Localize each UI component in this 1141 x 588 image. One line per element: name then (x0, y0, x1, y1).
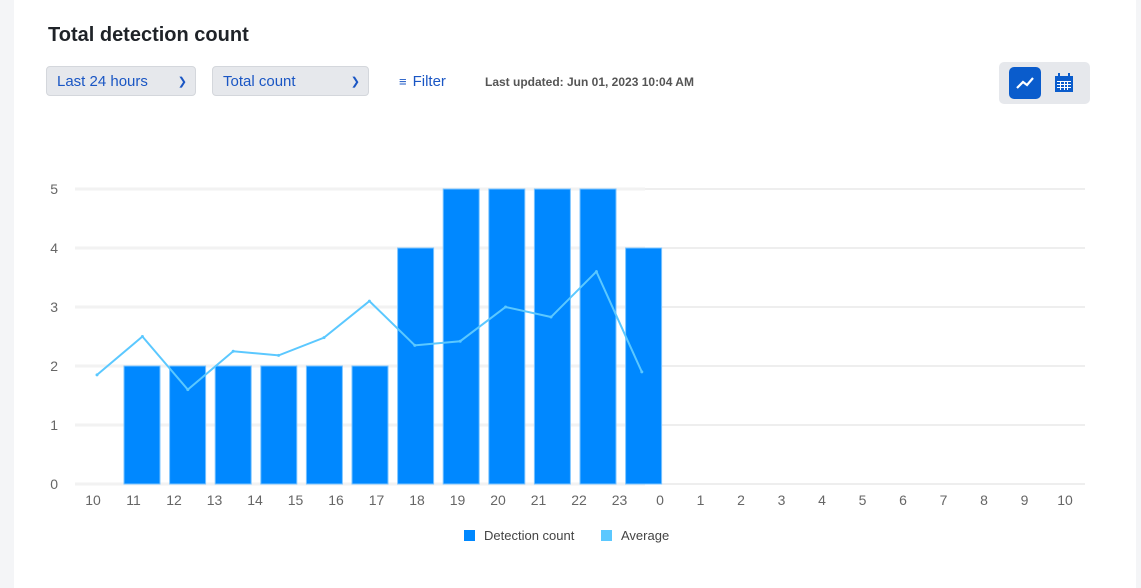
bar-21 (579, 188, 617, 485)
time-range-select[interactable]: Last 24 hours ❯ (46, 66, 196, 96)
x-tick-label: 19 (450, 492, 466, 508)
legend-label: Average (621, 528, 670, 543)
legend-detection-count[interactable]: Detection count (464, 528, 574, 543)
chevron-down-icon: ❯ (177, 76, 187, 88)
bar-17 (397, 247, 435, 485)
x-tick-label: 10 (85, 492, 101, 508)
legend-average[interactable]: Average (601, 528, 669, 543)
x-tick-label: 3 (778, 492, 786, 508)
x-tick-label: 13 (207, 492, 223, 508)
bar-13 (214, 365, 252, 485)
trend-line-icon (1016, 77, 1034, 89)
average-point (367, 299, 371, 303)
average-point (186, 388, 190, 392)
bar-20 (533, 188, 571, 485)
x-tick-label: 23 (612, 492, 628, 508)
line-view-button[interactable] (1009, 67, 1041, 99)
bar-16 (351, 365, 389, 485)
y-tick-label: 1 (50, 417, 58, 433)
page-title: Total detection count (48, 24, 249, 46)
x-tick-label: 15 (288, 492, 304, 508)
filter-icon: ≡ (399, 74, 407, 89)
bar-19 (488, 188, 526, 485)
legend-swatch (464, 530, 475, 541)
x-tick-label: 17 (369, 492, 385, 508)
x-tick-label: 21 (531, 492, 547, 508)
metric-select[interactable]: Total count ❯ (212, 66, 369, 96)
average-point (458, 339, 462, 343)
legend-label: Detection count (484, 528, 575, 543)
bar-11 (123, 365, 161, 485)
metric-value: Total count (223, 73, 296, 90)
time-range-value: Last 24 hours (57, 73, 148, 90)
x-tick-label: 22 (571, 492, 587, 508)
filter-label: Filter (412, 73, 446, 90)
y-tick-label: 2 (50, 358, 58, 374)
y-tick-label: 0 (50, 476, 58, 492)
x-tick-label: 16 (328, 492, 344, 508)
chevron-down-icon: ❯ (350, 76, 360, 88)
bar-15 (305, 365, 343, 485)
average-point (413, 343, 417, 347)
average-point (322, 336, 326, 340)
view-toggle (999, 62, 1090, 104)
average-point (594, 270, 598, 274)
average-point (504, 305, 508, 309)
x-tick-label: 2 (737, 492, 745, 508)
calendar-icon (1055, 73, 1073, 92)
average-point (140, 335, 144, 338)
x-tick-label: 0 (656, 492, 664, 508)
x-tick-label: 12 (166, 492, 182, 508)
x-tick-label: 7 (940, 492, 948, 508)
x-tick-label: 11 (126, 492, 141, 508)
bar-22 (625, 247, 663, 485)
average-point (231, 349, 235, 353)
y-tick-label: 3 (50, 299, 58, 315)
average-point (549, 315, 553, 319)
y-tick-label: 5 (50, 181, 58, 197)
x-tick-label: 14 (247, 492, 263, 508)
average-point (277, 353, 281, 357)
filter-button[interactable]: ≡ Filter (399, 73, 446, 90)
average-point (95, 373, 99, 377)
bar-14 (260, 365, 298, 485)
x-tick-label: 8 (980, 492, 988, 508)
x-tick-label: 18 (409, 492, 425, 508)
legend-swatch (601, 530, 612, 541)
calendar-view-button[interactable] (1048, 67, 1080, 99)
x-tick-label: 9 (1021, 492, 1029, 508)
x-tick-label: 6 (899, 492, 907, 508)
x-tick-label: 5 (859, 492, 867, 508)
x-tick-label: 20 (490, 492, 506, 508)
x-tick-label: 4 (818, 492, 826, 508)
y-tick-label: 4 (50, 240, 58, 256)
last-updated: Last updated: Jun 01, 2023 10:04 AM (485, 75, 694, 89)
x-tick-label: 10 (1057, 492, 1073, 508)
bar-12 (169, 365, 207, 485)
x-tick-label: 1 (697, 492, 705, 508)
bar-18 (442, 188, 480, 485)
average-point (640, 370, 644, 374)
